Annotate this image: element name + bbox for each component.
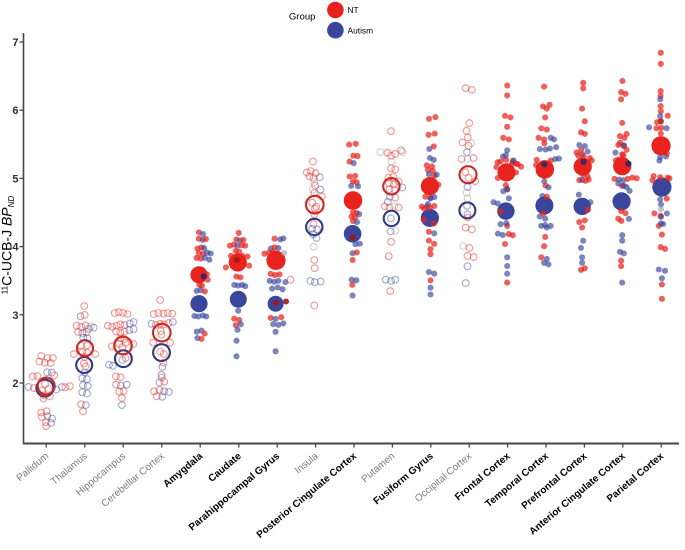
svg-text:5: 5 (12, 173, 18, 185)
svg-text:4: 4 (12, 242, 19, 254)
svg-text:Autism: Autism (348, 25, 374, 35)
svg-text:11C-UCB-J BPND: 11C-UCB-J BPND (0, 196, 16, 295)
svg-text:7: 7 (12, 37, 18, 49)
svg-text:3: 3 (12, 310, 18, 322)
svg-text:NT: NT (348, 5, 359, 15)
svg-text:2: 2 (12, 378, 18, 390)
svg-text:6: 6 (12, 105, 18, 117)
svg-text:Group: Group (289, 12, 316, 23)
